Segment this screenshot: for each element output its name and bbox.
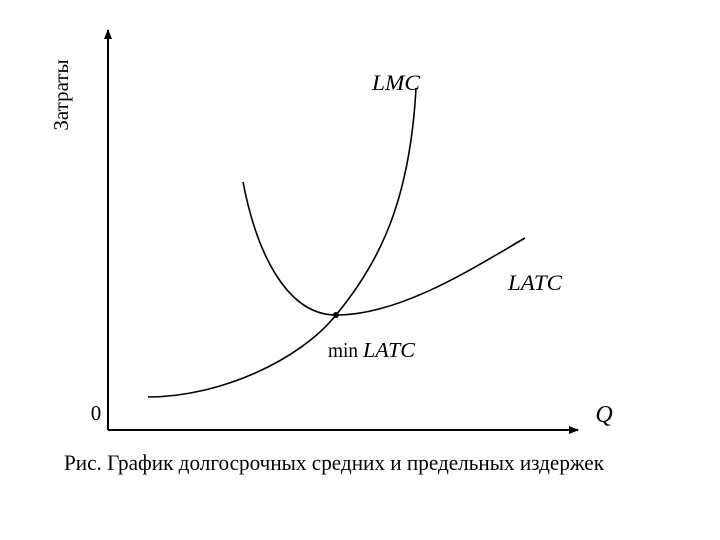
latc-curve xyxy=(242,181,526,316)
x-axis-label: Q xyxy=(595,402,612,428)
point-label-prefix: min xyxy=(328,338,358,362)
curve-label: LMC xyxy=(371,70,420,95)
caption: Рис. График долгосрочных средних и преде… xyxy=(64,450,604,475)
y-axis-label: Затраты xyxy=(49,59,73,130)
origin-label: 0 xyxy=(91,401,102,425)
curve-label: LATC xyxy=(507,270,562,295)
point-label-name: LATC xyxy=(362,338,416,362)
min-point xyxy=(333,312,339,318)
